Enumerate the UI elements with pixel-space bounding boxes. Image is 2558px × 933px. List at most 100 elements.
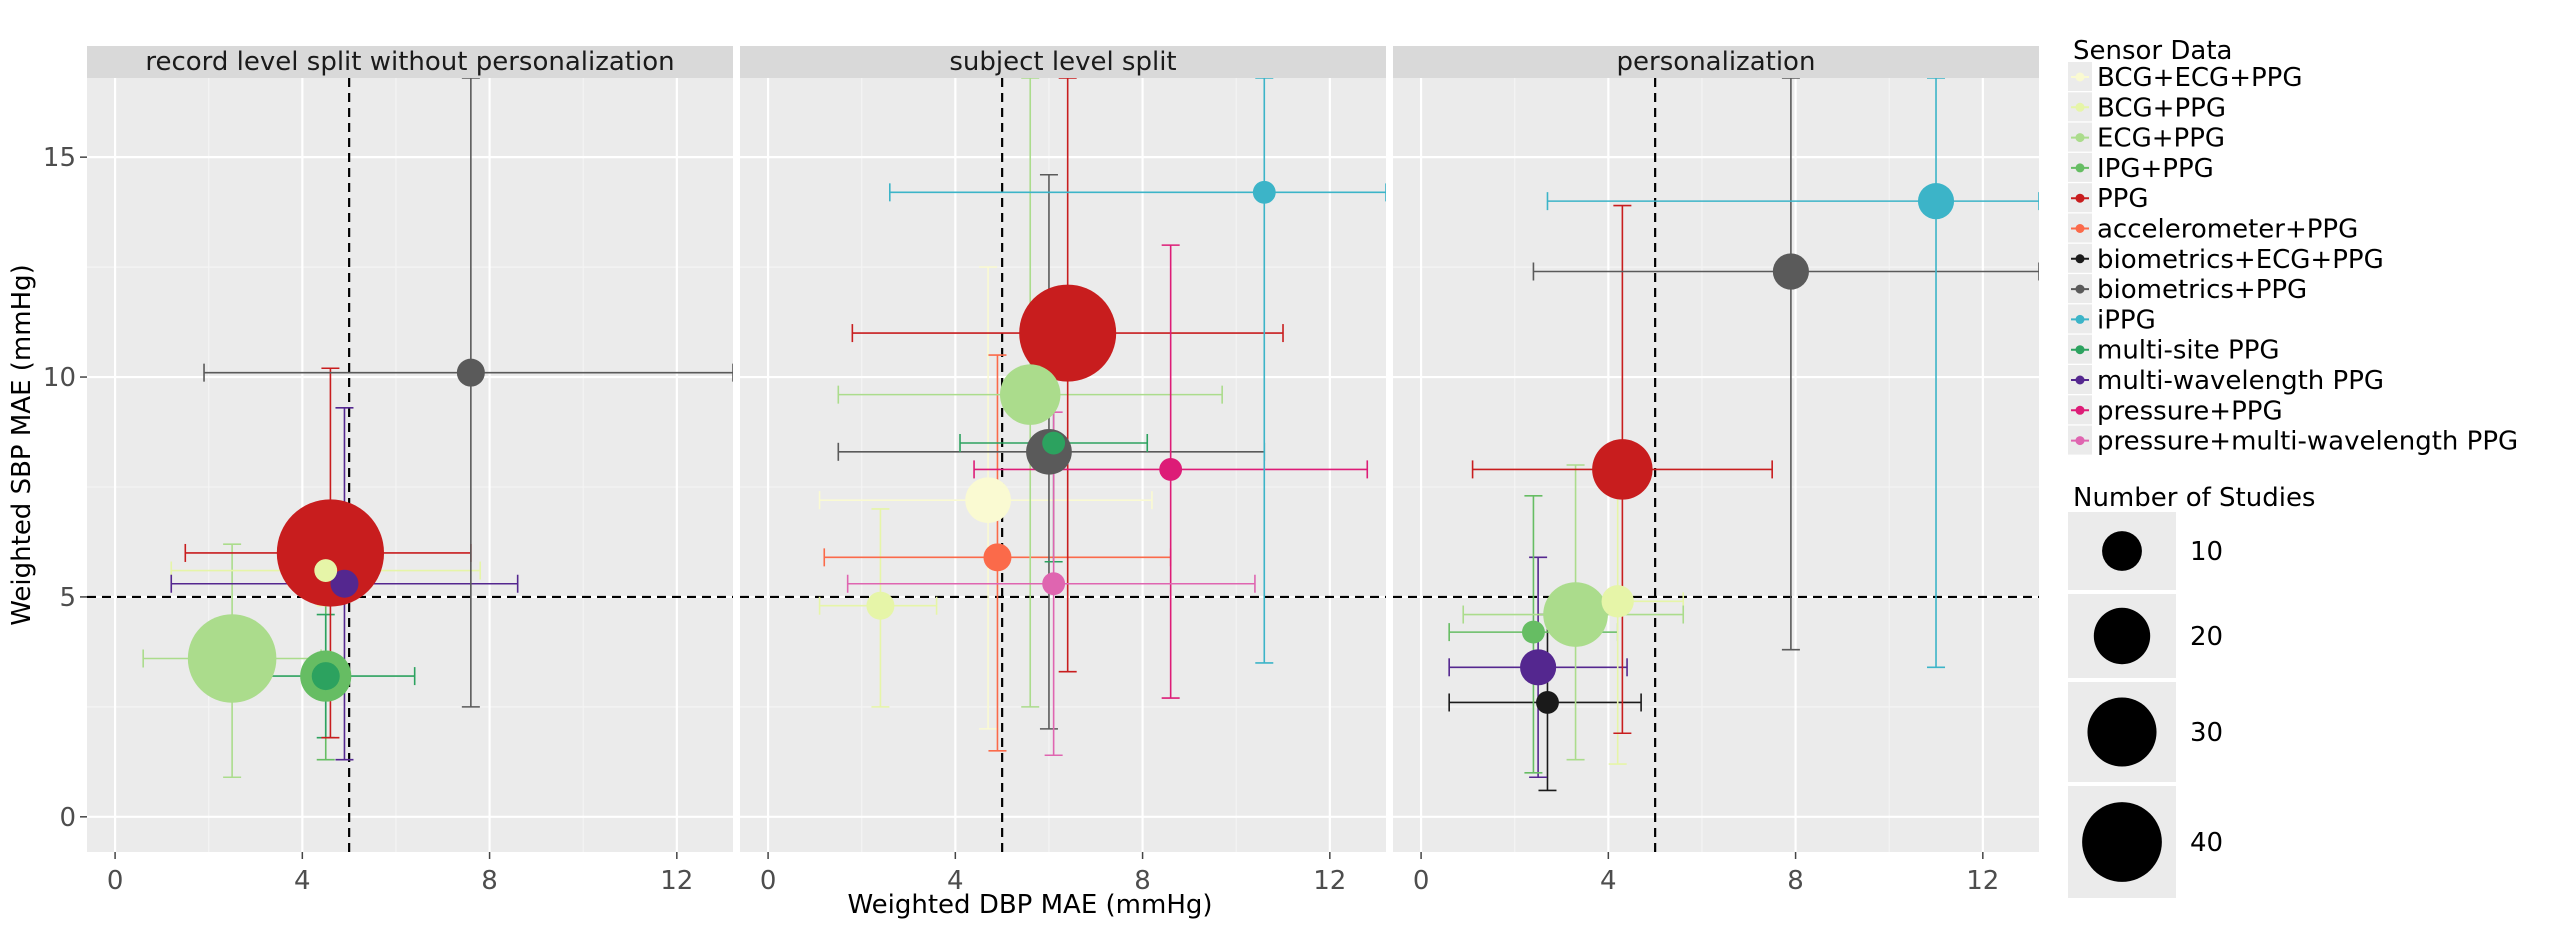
facet-panel: subject level split 0 4 8 12	[740, 46, 1386, 896]
legend-size-circle	[2102, 531, 2142, 571]
legend-size-circle	[2087, 697, 2157, 767]
x-axis-label: Weighted DBP MAE (mmHg)	[847, 890, 1212, 920]
data-point	[1592, 439, 1653, 500]
legend-color-title: Sensor Data	[2073, 36, 2232, 66]
x-axis-ticks: 0 4 8 12	[107, 852, 693, 896]
legend-key-dot	[2075, 163, 2085, 173]
legend-key-dot	[2075, 224, 2085, 233]
legend-label: accelerometer+PPG	[2097, 215, 2358, 245]
x-tick-label: 0	[760, 866, 777, 896]
legend-key-dot	[2075, 72, 2085, 82]
facet-title: subject level split	[949, 47, 1176, 77]
x-tick-label: 0	[107, 866, 124, 896]
legend-size-label: 40	[2190, 828, 2223, 858]
legend-item: BCG+ECG+PPG	[2068, 62, 2303, 93]
legend-label: pressure+multi-wavelength PPG	[2097, 427, 2518, 457]
legend-item: iPPG	[2068, 304, 2156, 335]
y-tick-label: 0	[59, 803, 76, 833]
error-bars	[888, 78, 1386, 664]
x-axis-ticks: 0 4 8 12	[1413, 852, 1999, 896]
legend-key-dot	[2075, 254, 2085, 264]
data-point	[1772, 253, 1809, 290]
facet-strip	[740, 46, 1386, 78]
data-point	[187, 614, 277, 703]
data-point	[1520, 649, 1557, 686]
legend-key-dot	[2075, 284, 2085, 294]
legend-size-item: 20	[2068, 594, 2223, 678]
legend-label: multi-site PPG	[2097, 336, 2280, 366]
legend-size-label: 20	[2190, 622, 2223, 652]
data-point	[999, 364, 1061, 425]
y-tick-label: 5	[59, 583, 76, 613]
legend-key-dot	[2075, 193, 2085, 203]
data-point	[1252, 180, 1276, 204]
legend-label: multi-wavelength PPG	[2097, 366, 2384, 396]
legend-item: BCG+PPG	[2068, 92, 2226, 123]
data-layer	[740, 78, 1386, 852]
x-tick-label: 4	[1600, 866, 1617, 896]
legend-item: ECG+PPG	[2068, 122, 2225, 154]
facet-strip	[1393, 46, 2039, 78]
y-tick-label: 10	[43, 363, 76, 393]
legend-key-dot	[2075, 314, 2085, 324]
x-tick-label: 12	[1313, 866, 1346, 896]
major-grid	[87, 78, 733, 852]
legend-item: multi-wavelength PPG	[2068, 365, 2384, 396]
legend-label: PPG	[2097, 184, 2149, 214]
facet-title: record level split without personalizati…	[145, 47, 674, 77]
legend-size-items: 10 20 30 40	[2068, 512, 2223, 898]
legend-size-item: 10	[2068, 512, 2223, 590]
legend: Sensor Data BCG+ECG+PPGBCG+PPGECG+PPGIPG…	[2068, 36, 2518, 898]
legend-size-title: Number of Studies	[2073, 483, 2315, 513]
data-point	[1042, 572, 1066, 596]
legend-item: IPG+PPG	[2068, 152, 2214, 184]
error-bars	[1546, 78, 2039, 669]
legend-size-label: 10	[2190, 537, 2223, 567]
minor-grid	[87, 78, 733, 852]
facet-panels: record level split without personalizati…	[43, 46, 2039, 896]
legend-size-circle	[2093, 607, 2151, 665]
data-point	[1543, 582, 1608, 647]
x-axis-ticks: 0 4 8 12	[760, 852, 1346, 896]
data-point	[311, 662, 340, 691]
data-point	[330, 569, 359, 598]
y-axis-ticks: 0 5 10 15	[43, 143, 87, 833]
legend-size-item: 40	[2068, 786, 2223, 898]
legend-label: BCG+ECG+PPG	[2097, 63, 2303, 93]
data-point	[456, 358, 485, 387]
x-tick-label: 8	[1134, 866, 1151, 896]
facet-panel: record level split without personalizati…	[43, 46, 733, 896]
legend-label: pressure+PPG	[2097, 396, 2283, 426]
legend-size-circle	[2082, 802, 2162, 882]
legend-key-dot	[2075, 102, 2085, 112]
legend-item: PPG	[2068, 183, 2149, 214]
legend-item: biometrics+ECG+PPG	[2068, 243, 2384, 275]
data-point	[1917, 183, 1955, 220]
data-layer	[87, 78, 733, 852]
x-tick-label: 12	[1966, 866, 1999, 896]
data-point	[1159, 457, 1183, 481]
legend-label: ECG+PPG	[2097, 124, 2225, 154]
data-point	[1019, 284, 1117, 382]
data-point	[965, 477, 1011, 524]
facet-title: personalization	[1617, 47, 1816, 77]
legend-key-dot	[2075, 405, 2085, 415]
legend-label: BCG+PPG	[2097, 93, 2226, 123]
x-tick-label: 0	[1413, 866, 1430, 896]
legend-label: biometrics+PPG	[2097, 275, 2307, 305]
legend-item: pressure+multi-wavelength PPG	[2068, 425, 2518, 457]
legend-key-dot	[2075, 133, 2085, 143]
legend-item: biometrics+PPG	[2068, 274, 2307, 305]
x-tick-label: 8	[481, 866, 498, 896]
legend-label: IPG+PPG	[2097, 154, 2214, 184]
legend-label: biometrics+ECG+PPG	[2097, 245, 2384, 275]
data-point	[866, 591, 895, 620]
legend-item: multi-site PPG	[2068, 334, 2280, 366]
x-tick-label: 4	[947, 866, 964, 896]
data-point	[1522, 620, 1545, 644]
data-point	[276, 499, 385, 607]
legend-color-items: BCG+ECG+PPGBCG+PPGECG+PPGIPG+PPGPPGaccel…	[2068, 62, 2518, 457]
legend-key-dot	[2075, 345, 2085, 355]
